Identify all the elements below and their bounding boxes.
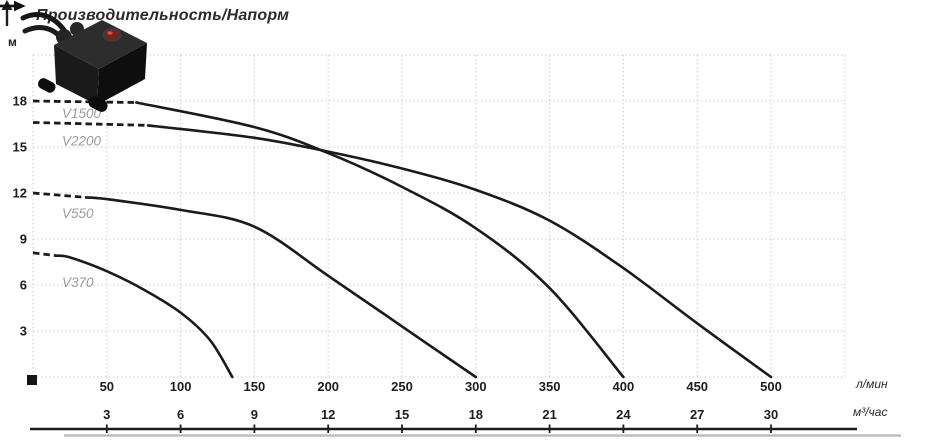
curve-dashed-start-V2200 — [32, 121, 149, 127]
chart-title: Производительность/Напорм — [36, 7, 290, 24]
x-tick-label-m3h: 30 — [764, 407, 778, 422]
y-tick-label: 3 — [20, 324, 27, 339]
x-tick-label-lmin: 200 — [317, 379, 339, 394]
curve-V370 — [55, 254, 234, 379]
curve-V2200 — [146, 124, 773, 379]
x-tick-label-lmin: 250 — [391, 379, 413, 394]
flow-axis-unit-label: л/мин — [856, 377, 888, 391]
x-tick-label-lmin: 400 — [613, 379, 635, 394]
curve-V1500 — [135, 101, 625, 379]
x-tick-label-lmin: 150 — [244, 379, 266, 394]
y-tick-label: 6 — [20, 278, 27, 293]
pump-photo — [20, 12, 147, 112]
x-tick-label-m3h: 3 — [103, 407, 110, 422]
pump-body-front — [54, 45, 99, 105]
curve-label-V2200: V2200 — [62, 133, 102, 148]
x-tick-label-lmin: 500 — [760, 379, 782, 394]
volume-axis-arrow-right-icon — [0, 0, 26, 12]
y-tick-label: 18 — [13, 94, 27, 109]
volume-axis-unit-label: м³/час — [853, 405, 888, 419]
x-tick-label-m3h: 21 — [542, 407, 556, 422]
y-tick-label: 15 — [13, 140, 27, 155]
pump-switch-highlight — [107, 31, 113, 35]
x-tick-label-lmin: 300 — [465, 379, 487, 394]
curve-label-V370: V370 — [62, 275, 94, 290]
curve-dashed-start-V370 — [32, 251, 57, 258]
pump-switch-red-button — [105, 30, 119, 40]
curve-label-V550: V550 — [62, 206, 94, 221]
pump-nozzle — [88, 96, 108, 112]
x-tick-label-lmin: 100 — [170, 379, 192, 394]
y-tick-label: 12 — [13, 186, 27, 201]
x-tick-label-lmin: 350 — [539, 379, 561, 394]
x-tick-label-m3h: 6 — [177, 407, 184, 422]
x-tick-label-lmin: 450 — [686, 379, 708, 394]
x-tick-label-m3h: 15 — [395, 407, 409, 422]
pump-nozzle — [37, 78, 56, 93]
curve-dashed-start-V1500 — [32, 99, 137, 104]
curve-dashed-start-V550 — [32, 191, 87, 199]
x-tick-label-m3h: 24 — [616, 407, 631, 422]
origin-marker — [27, 375, 37, 385]
x-tick-label-m3h: 18 — [469, 407, 483, 422]
pump-body-side — [97, 43, 147, 105]
x-tick-label-m3h: 12 — [321, 407, 335, 422]
curve-label-V1500: V1500 — [62, 106, 102, 121]
x-tick-label-m3h: 27 — [690, 407, 704, 422]
y-axis-unit-label: м — [8, 35, 17, 49]
x-tick-label-lmin: 50 — [100, 379, 114, 394]
y-tick-label: 9 — [20, 232, 27, 247]
pump-body-top — [54, 20, 147, 69]
x-tick-label-m3h: 9 — [251, 407, 258, 422]
curve-V550 — [84, 196, 478, 379]
